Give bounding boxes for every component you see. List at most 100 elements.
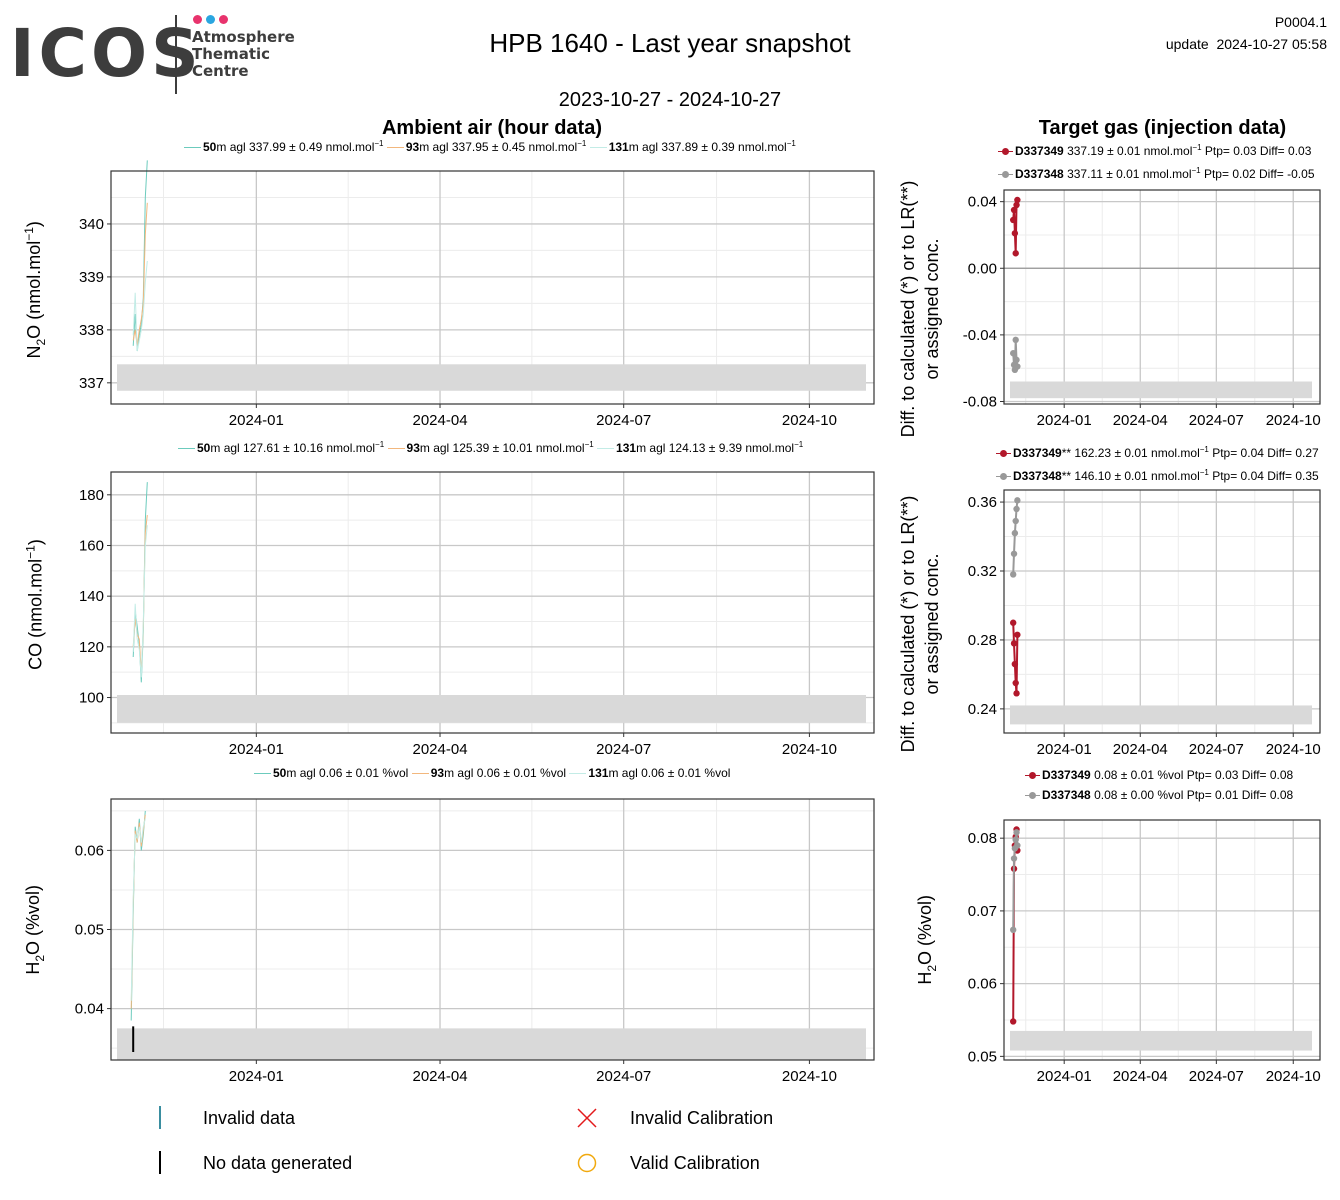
legend-co: 50m agl 127.61 ± 10.16 nmol.mol−1 93m ag… bbox=[178, 440, 803, 455]
data-point bbox=[1014, 842, 1021, 849]
data-point bbox=[1014, 196, 1021, 204]
date-range: 2023-10-27 - 2024-10-27 bbox=[558, 89, 782, 111]
data-point bbox=[1010, 640, 1018, 647]
no-data-label: No data generated bbox=[203, 1153, 353, 1173]
invalid-data-label: Invalid data bbox=[203, 1108, 296, 1128]
legend-item: 93m agl 125.39 ± 10.01 nmol.mol−1 bbox=[387, 440, 594, 455]
plot-frame bbox=[1003, 189, 1321, 405]
x-tick-label: 2024-04 bbox=[1113, 741, 1168, 758]
range-band bbox=[117, 1028, 866, 1060]
y-tick-label: 339 bbox=[79, 269, 104, 286]
data-point bbox=[1014, 631, 1021, 638]
logo-dot bbox=[193, 15, 202, 24]
legend-target-co: D337349** 162.23 ± 0.01 nmol.mol−1 Ptp= … bbox=[996, 440, 1319, 486]
legend-item: D337349 0.08 ± 0.01 %vol Ptp= 0.03 Diff=… bbox=[1025, 765, 1293, 785]
data-point bbox=[1009, 1018, 1017, 1025]
y-tick-label: 0.04 bbox=[968, 194, 997, 211]
legend-item: D337348** 146.10 ± 0.01 nmol.mol−1 Ptp= … bbox=[996, 463, 1319, 486]
x-tick-label: 2024-04 bbox=[1113, 1068, 1168, 1085]
data-point bbox=[1013, 356, 1020, 364]
series-line bbox=[130, 818, 146, 1001]
logo-dot bbox=[219, 15, 228, 24]
data-point bbox=[1011, 660, 1019, 668]
x-tick-label: 2024-10 bbox=[782, 741, 837, 758]
update-timestamp: update 2024-10-27 05:58 bbox=[1165, 36, 1327, 52]
legend-item: 50m agl 0.06 ± 0.01 %vol bbox=[254, 766, 408, 780]
x-tick-label: 2024-07 bbox=[1189, 741, 1244, 758]
data-point bbox=[1012, 517, 1019, 525]
x-tick-label: 2024-07 bbox=[596, 1068, 651, 1085]
plot-frame bbox=[1003, 489, 1321, 734]
x-tick-label: 2024-01 bbox=[1037, 741, 1092, 758]
y-tick-label: 337 bbox=[79, 375, 104, 392]
y-tick-label: 0.04 bbox=[75, 1001, 104, 1018]
data-point bbox=[1009, 926, 1017, 934]
legend-item: D337349 337.19 ± 0.01 nmol.mol−1 Ptp= 0.… bbox=[998, 138, 1315, 161]
data-point bbox=[1012, 679, 1019, 687]
logo-dot bbox=[206, 15, 215, 24]
y-tick-label: 0.08 bbox=[968, 830, 997, 847]
x-tick-label: 2024-01 bbox=[229, 741, 284, 758]
logo-divider bbox=[175, 15, 177, 94]
x-tick-label: 2024-04 bbox=[412, 412, 467, 429]
y-tick-label: 0.06 bbox=[75, 842, 104, 859]
range-band bbox=[117, 694, 866, 723]
x-tick-label: 2024-07 bbox=[1189, 1068, 1244, 1085]
no-data-marker bbox=[159, 1151, 161, 1174]
legend-target-n2o: D337349 337.19 ± 0.01 nmol.mol−1 Ptp= 0.… bbox=[998, 138, 1315, 184]
legend-item: 131m agl 337.89 ± 0.39 nmol.mol−1 bbox=[589, 139, 796, 154]
y-tick-label: 140 bbox=[79, 588, 104, 605]
y-tick-label: 0.07 bbox=[968, 903, 997, 920]
icos-logo: ICOS bbox=[10, 15, 203, 92]
y-tick-label: 0.06 bbox=[968, 976, 997, 993]
x-tick-label: 2024-01 bbox=[229, 412, 284, 429]
series-line bbox=[132, 202, 148, 346]
data-point bbox=[1010, 855, 1018, 862]
legend-item: 93m agl 0.06 ± 0.01 %vol bbox=[411, 766, 566, 780]
legend-item: D337348 0.08 ± 0.00 %vol Ptp= 0.01 Diff=… bbox=[1025, 785, 1293, 805]
data-point bbox=[1012, 336, 1019, 344]
legend-h2o: 50m agl 0.06 ± 0.01 %vol 93m agl 0.06 ± … bbox=[254, 766, 730, 780]
legend-item: 50m agl 127.61 ± 10.16 nmol.mol−1 bbox=[178, 440, 384, 455]
legend-item: D337348 337.11 ± 0.01 nmol.mol−1 Ptp= 0.… bbox=[998, 161, 1315, 184]
data-point bbox=[1014, 497, 1021, 504]
y-tick-label: 0.32 bbox=[968, 563, 997, 580]
logo-subtitle: Atmosphere Thematic Centre bbox=[192, 28, 295, 80]
data-point bbox=[1013, 505, 1020, 513]
data-point bbox=[1011, 230, 1019, 237]
x-tick-label: 2024-04 bbox=[1113, 412, 1168, 429]
y-tick-label: -0.08 bbox=[963, 394, 997, 411]
invalid-data-marker bbox=[159, 1106, 161, 1129]
x-tick-label: 2024-01 bbox=[1037, 1068, 1092, 1085]
range-band bbox=[1010, 381, 1312, 399]
y-tick-label: 0.24 bbox=[968, 701, 997, 718]
legend-item: D337349** 162.23 ± 0.01 nmol.mol−1 Ptp= … bbox=[996, 440, 1319, 463]
legend-n2o: 50m agl 337.99 ± 0.49 nmol.mol−1 93m agl… bbox=[184, 139, 796, 154]
y-tick-label: 340 bbox=[79, 216, 104, 233]
legend-item: 93m agl 337.95 ± 0.45 nmol.mol−1 bbox=[386, 139, 586, 154]
data-point bbox=[1009, 216, 1017, 224]
y-tick-label: 120 bbox=[79, 639, 104, 656]
y-tick-label: 0.00 bbox=[968, 260, 997, 277]
plot-frame bbox=[110, 471, 875, 734]
y-tick-label: 338 bbox=[79, 322, 104, 339]
series-line bbox=[132, 160, 148, 352]
legend-target-h2o: D337349 0.08 ± 0.01 %vol Ptp= 0.03 Diff=… bbox=[1025, 765, 1293, 805]
y-tick-label: 0.05 bbox=[75, 922, 104, 939]
data-point bbox=[1010, 550, 1018, 557]
ambient-title: Ambient air (hour data) bbox=[381, 117, 602, 139]
y-tick-label: 0.28 bbox=[968, 632, 997, 649]
series-line bbox=[132, 260, 148, 352]
y-tick-label: 0.36 bbox=[968, 494, 997, 511]
data-point bbox=[1011, 529, 1019, 537]
range-band bbox=[1010, 705, 1312, 725]
legend-item: 131m agl 124.13 ± 9.39 nmol.mol−1 bbox=[597, 440, 803, 455]
data-point bbox=[1013, 690, 1020, 697]
target-title: Target gas (injection data) bbox=[1038, 117, 1287, 139]
data-point bbox=[1012, 836, 1019, 843]
legend-item: 50m agl 337.99 ± 0.49 nmol.mol−1 bbox=[184, 139, 384, 154]
plot-frame bbox=[110, 170, 875, 405]
x-tick-label: 2024-01 bbox=[229, 1068, 284, 1085]
range-band bbox=[1010, 1030, 1312, 1051]
